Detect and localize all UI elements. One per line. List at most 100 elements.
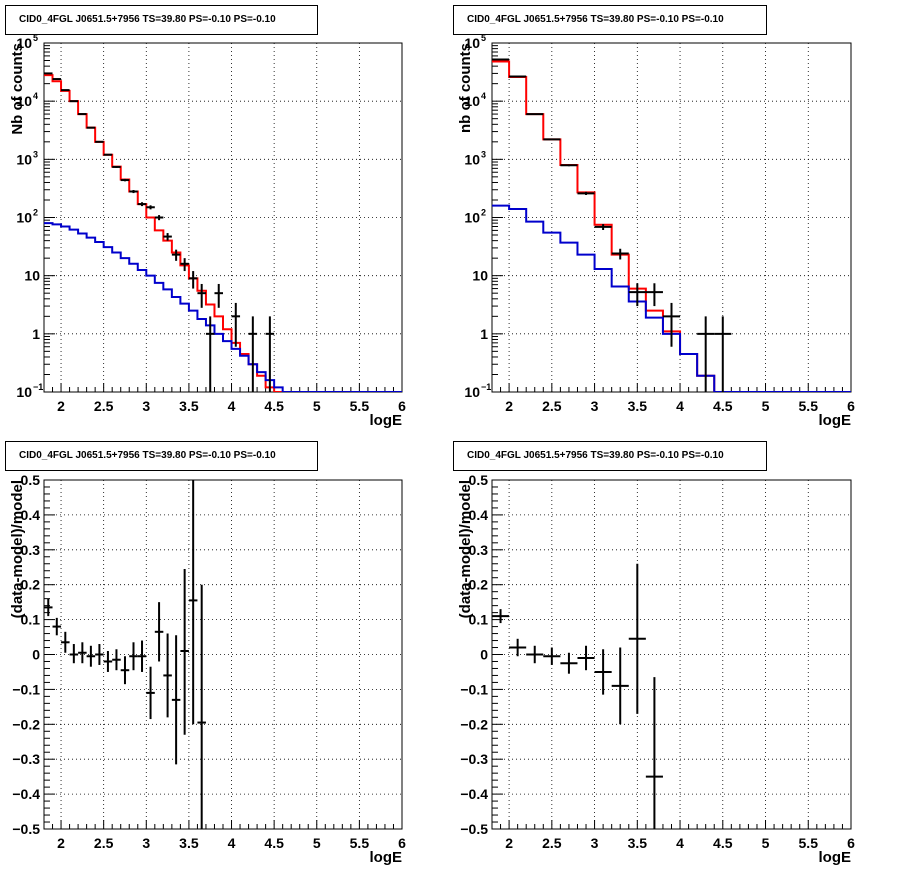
chart1-data-point-10 bbox=[662, 302, 681, 347]
chart2-y-tick-label-3: −0.2 bbox=[12, 716, 40, 732]
chart0-data-point-13 bbox=[154, 215, 164, 221]
chart2-y-axis-label: (data-model)/model bbox=[9, 480, 26, 618]
chart2-data-point-5 bbox=[86, 645, 96, 667]
chart1-y-tick-exp-4: 3 bbox=[481, 149, 486, 159]
chart3-y-tick-label-9: 0.4 bbox=[469, 507, 489, 523]
chart1-y-tick-label-3: 10 bbox=[464, 210, 480, 226]
chart0-y-tick-exp-0: −1 bbox=[33, 382, 43, 392]
chart0-y-tick-label-5: 10 bbox=[16, 93, 32, 109]
chart3-data-point-5 bbox=[577, 645, 595, 671]
chart0-data-point-22 bbox=[248, 316, 258, 392]
chart1-x-axis-label: logE bbox=[819, 412, 852, 429]
chart2-y-tick-label-5: 0 bbox=[32, 647, 40, 663]
chart1-y-tick-label-2: 10 bbox=[472, 268, 488, 284]
chart0-data-point-3 bbox=[69, 100, 79, 103]
chart1-data-point-11 bbox=[697, 316, 715, 392]
chart0-x-tick-label-2: 3 bbox=[142, 398, 150, 414]
chart2-data-point-11 bbox=[137, 640, 147, 672]
chart0-data-point-15 bbox=[171, 249, 181, 261]
chart3-y-tick-label-6: 0.1 bbox=[469, 612, 489, 628]
chart0-data-point-4 bbox=[78, 113, 87, 116]
chart2-data-point-10 bbox=[129, 642, 138, 671]
chart2-data-point-18 bbox=[197, 584, 206, 829]
chart1-x-tick-label-1: 2.5 bbox=[542, 398, 562, 414]
chart2-x-tick-label-2: 3 bbox=[142, 835, 150, 851]
chart1-data-point-2 bbox=[526, 113, 544, 116]
chart2-data-point-17 bbox=[188, 480, 198, 725]
chart-panel-bottom-right: CID0_4FGL J0651.5+7956 TS=39.80 PS=-0.10… bbox=[453, 441, 855, 866]
chart3-data-point-2 bbox=[526, 645, 544, 664]
chart3-title-box bbox=[453, 441, 767, 471]
chart1-x-tick-label-5: 4.5 bbox=[713, 398, 733, 414]
chart3-data-point-9 bbox=[645, 677, 663, 829]
chart3-x-tick-label-8: 6 bbox=[847, 835, 855, 851]
chart1-y-tick-label-0: 10 bbox=[464, 384, 480, 400]
chart0-y-axis-label: Nb of counts bbox=[9, 43, 26, 135]
chart2-y-tick-label-7: 0.2 bbox=[21, 577, 41, 593]
chart1-series-total-model bbox=[492, 60, 851, 392]
chart0-y-tick-exp-4: 3 bbox=[33, 149, 38, 159]
chart0-data-point-8 bbox=[112, 165, 121, 168]
chart1-x-tick-label-3: 3.5 bbox=[628, 398, 648, 414]
chart1-x-tick-label-7: 5.5 bbox=[799, 398, 819, 414]
chart3-y-tick-label-1: −0.4 bbox=[460, 786, 488, 802]
chart2-data-point-15 bbox=[171, 635, 181, 765]
chart1-title: CID0_4FGL J0651.5+7956 TS=39.80 PS=-0.10… bbox=[467, 14, 724, 25]
chart3-y-tick-label-3: −0.2 bbox=[460, 716, 488, 732]
chart0-data-point-6 bbox=[95, 140, 104, 143]
chart3-x-tick-label-6: 5 bbox=[762, 835, 770, 851]
chart1-y-tick-label-6: 10 bbox=[464, 35, 480, 51]
chart2-y-tick-label-2: −0.3 bbox=[12, 751, 40, 767]
chart3-data-point-7 bbox=[611, 647, 629, 725]
chart2-y-tick-label-9: 0.4 bbox=[21, 507, 41, 523]
chart2-x-axis-label: logE bbox=[370, 849, 403, 866]
chart0-x-tick-label-0: 2 bbox=[57, 398, 65, 414]
chart0-data-point-14 bbox=[163, 233, 172, 241]
chart0-y-tick-label-1: 1 bbox=[32, 326, 40, 342]
chart-panel-top-right: CID0_4FGL J0651.5+7956 TS=39.80 PS=-0.10… bbox=[453, 5, 855, 429]
chart2-x-tick-label-8: 6 bbox=[398, 835, 406, 851]
chart0-y-tick-label-3: 10 bbox=[16, 210, 32, 226]
chart0-y-tick-label-6: 10 bbox=[16, 35, 32, 51]
chart3-plot-area bbox=[492, 563, 663, 829]
chart3-data-point-6 bbox=[594, 649, 612, 695]
chart0-data-point-21 bbox=[231, 302, 241, 347]
chart3-x-tick-label-3: 3.5 bbox=[628, 835, 648, 851]
chart0-x-tick-label-1: 2.5 bbox=[94, 398, 114, 414]
chart1-y-tick-exp-0: −1 bbox=[481, 382, 491, 392]
chart1-y-axis-label: nb of counts bbox=[457, 43, 474, 133]
chart1-x-tick-label-0: 2 bbox=[505, 398, 513, 414]
chart1-x-tick-label-4: 4 bbox=[676, 398, 684, 414]
chart2-data-point-6 bbox=[95, 644, 104, 665]
chart0-data-point-5 bbox=[86, 126, 96, 129]
chart2-x-tick-label-3: 3.5 bbox=[179, 835, 199, 851]
chart0-data-point-19 bbox=[205, 316, 215, 392]
chart1-data-point-4 bbox=[560, 164, 578, 167]
chart1-x-tick-label-2: 3 bbox=[591, 398, 599, 414]
chart2-x-tick-label-4: 4 bbox=[228, 835, 236, 851]
chart2-x-tick-label-7: 5.5 bbox=[350, 835, 370, 851]
chart2-data-point-8 bbox=[112, 649, 121, 671]
chart0-y-tick-label-0: 10 bbox=[16, 384, 32, 400]
chart0-x-tick-label-4: 4 bbox=[228, 398, 236, 414]
chart0-y-tick-exp-6: 5 bbox=[33, 33, 38, 43]
chart0-data-point-10 bbox=[129, 190, 138, 194]
chart0-data-point-23 bbox=[265, 316, 275, 392]
chart0-y-tick-label-4: 10 bbox=[16, 151, 32, 167]
chart3-x-tick-label-7: 5.5 bbox=[799, 835, 819, 851]
chart2-y-tick-label-4: −0.1 bbox=[12, 681, 40, 697]
chart2-data-point-13 bbox=[154, 602, 164, 662]
chart2-data-point-2 bbox=[61, 631, 70, 653]
chart0-x-tick-label-8: 6 bbox=[398, 398, 406, 414]
chart3-x-axis-label: logE bbox=[819, 849, 852, 866]
chart0-x-axis-label: logE bbox=[370, 412, 403, 429]
chart2-data-point-3 bbox=[69, 644, 79, 664]
chart-panel-bottom-left: CID0_4FGL J0651.5+7956 TS=39.80 PS=-0.10… bbox=[5, 441, 406, 866]
chart2-x-tick-label-5: 4.5 bbox=[264, 835, 284, 851]
chart0-y-tick-exp-3: 2 bbox=[33, 208, 38, 218]
chart1-y-tick-label-1: 1 bbox=[480, 326, 488, 342]
chart0-data-point-12 bbox=[146, 205, 155, 210]
chart3-data-point-8 bbox=[628, 563, 646, 714]
chart1-data-point-7 bbox=[611, 248, 629, 260]
chart1-x-tick-label-6: 5 bbox=[762, 398, 770, 414]
